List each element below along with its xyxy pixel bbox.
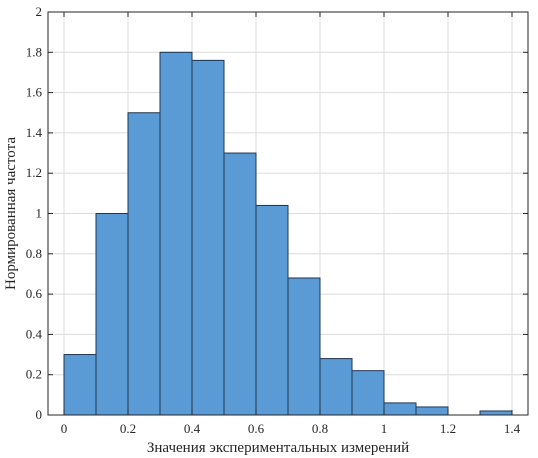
y-tick-label: 0 (36, 407, 43, 422)
y-tick-label: 1.4 (26, 125, 43, 140)
y-tick-label: 0.8 (26, 246, 42, 261)
histogram-bar (479, 410, 513, 416)
x-tick-label: 1.4 (504, 421, 521, 436)
y-tick-label: 1.2 (26, 165, 42, 180)
y-tick-label: 1 (36, 206, 43, 221)
histogram-bar (255, 204, 289, 416)
histogram-bar (127, 112, 161, 416)
histogram-bar (383, 402, 417, 416)
histogram-bar (287, 277, 321, 416)
x-axis-label: Значения экспериментальных измерений (147, 440, 409, 456)
x-tick-label: 0 (61, 421, 68, 436)
y-tick-label: 0.2 (26, 367, 42, 382)
y-axis-label: Нормированная частота (3, 137, 19, 290)
histogram-bar (191, 59, 225, 416)
histogram-bar (95, 213, 129, 416)
y-tick-label: 1.8 (26, 44, 42, 59)
x-tick-label: 1.2 (440, 421, 456, 436)
x-tick-label: 0.6 (248, 421, 265, 436)
histogram-bar (319, 358, 353, 416)
y-tick-label: 2 (36, 4, 43, 19)
x-tick-label: 1 (381, 421, 388, 436)
y-tick-label: 0.4 (26, 326, 43, 341)
x-tick-label: 0.2 (120, 421, 136, 436)
histogram-bar (351, 370, 385, 416)
histogram-bar (63, 354, 97, 416)
bars-layer (63, 51, 513, 416)
histogram-bar (159, 51, 193, 416)
x-tick-label: 0.8 (312, 421, 328, 436)
y-tick-label: 0.6 (26, 286, 43, 301)
x-tick-label: 0.4 (184, 421, 201, 436)
y-tick-label: 1.6 (26, 85, 43, 100)
histogram-bar (415, 406, 449, 416)
histogram-bar (223, 152, 257, 416)
ticks-layer: 0 0.2 0.4 0.6 0.8 1 1.2 1.4 0 0.2 0.4 0.6 0.8 1 1.2 1.4… (26, 4, 528, 436)
